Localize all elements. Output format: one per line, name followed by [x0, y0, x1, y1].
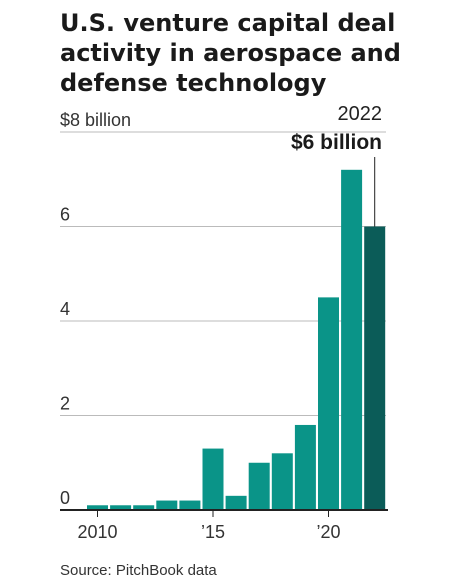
y-tick-label: 0	[60, 488, 70, 508]
bars	[87, 169, 386, 511]
callout-year: 2022	[338, 103, 383, 125]
y-tick-label: 4	[60, 299, 70, 319]
bar-2011	[110, 505, 132, 510]
x-tick-label: ’20	[316, 522, 340, 542]
bar-2019	[294, 424, 316, 510]
bar-2018	[271, 453, 293, 510]
y-tick-labels: $8 billion 6 4 2 0	[60, 110, 131, 508]
y-tick-label: 6	[60, 205, 70, 225]
bar-2016	[225, 495, 247, 510]
bar-2012	[133, 505, 155, 510]
y-tick-label: 2	[60, 394, 70, 414]
x-tick-labels: 2010 ’15 ’20	[77, 510, 341, 542]
callout-value: $6 billion	[291, 131, 382, 154]
y-tick-label: $8 billion	[60, 110, 131, 130]
highlight-callout: 2022 $6 billion	[291, 103, 382, 227]
x-tick-label: 2010	[77, 522, 117, 542]
bar-2022	[364, 226, 386, 510]
chart-title: U.S. venture capital deal activity in ae…	[60, 9, 401, 97]
bar-2021	[341, 169, 363, 511]
bar-2013	[156, 500, 178, 510]
bar-2020	[318, 297, 339, 510]
bar-2014	[179, 500, 201, 510]
bar-2015	[202, 448, 224, 510]
x-tick-label: ’15	[201, 522, 225, 542]
bar-2017	[248, 462, 270, 510]
bar-2010	[87, 505, 108, 510]
source-note: Source: PitchBook data	[60, 562, 217, 579]
